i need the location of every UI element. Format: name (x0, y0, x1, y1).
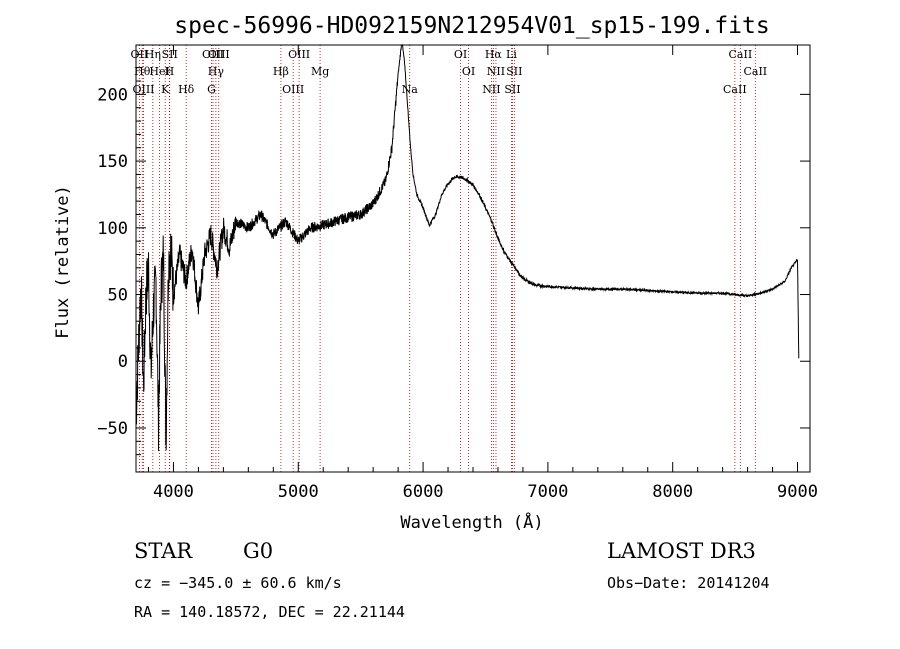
y-tick-label: 0 (118, 352, 128, 372)
line-marker-label: NII (487, 65, 505, 78)
line-marker-label: Hα (485, 48, 503, 61)
line-marker-label: H (165, 65, 175, 78)
y-tick-label: −50 (97, 419, 128, 439)
line-marker-label: Hθ (134, 65, 151, 78)
line-marker-label: CaII (743, 65, 767, 78)
y-tick-label: 100 (97, 219, 128, 239)
plot-frame (135, 44, 811, 473)
line-marker-label: CaII (723, 83, 747, 96)
line-marker-label: OIII (282, 83, 304, 96)
x-tick-label: 7000 (527, 482, 568, 502)
line-marker-label: OI (462, 65, 475, 78)
y-tick-label: 150 (97, 152, 128, 172)
line-marker-label: Li (506, 48, 517, 61)
line-marker-label: Hγ (208, 65, 225, 78)
observation-date: Obs−Date: 20141204 (607, 574, 770, 592)
line-marker-label: NII (482, 83, 500, 96)
redshift-velocity: cz = −345.0 ± 60.6 km/s (134, 574, 342, 592)
x-tick-label: 8000 (652, 482, 693, 502)
line-marker-label: G (207, 83, 216, 96)
line-marker-label: K (161, 83, 170, 96)
y-axis-ticks: −50 0 50 100 150 200 (97, 53, 810, 456)
spectrum-series-line (135, 43, 800, 451)
line-marker-label: Hδ (178, 83, 195, 96)
spectral-line-markers (138, 45, 756, 472)
line-marker-label: OIII (202, 48, 224, 61)
line-marker-label: OIII (132, 83, 154, 96)
x-axis-ticks: 4000 5000 6000 7000 8000 9000 (147, 45, 818, 502)
line-marker-label: CaII (729, 48, 753, 61)
x-tick-label: 4000 (153, 482, 194, 502)
x-axis-label: Wavelength (Å) (400, 511, 543, 533)
x-tick-label: 6000 (403, 482, 444, 502)
line-marker-label: OI (454, 48, 467, 61)
object-class: STAR (134, 539, 193, 563)
x-tick-label: 5000 (278, 482, 319, 502)
line-marker-label: SII (506, 65, 522, 78)
coordinates: RA = 140.18572, DEC = 22.21144 (134, 603, 405, 621)
y-tick-label: 50 (108, 286, 128, 306)
y-axis-label: Flux (relative) (53, 185, 73, 339)
line-marker-label: SII (162, 48, 178, 61)
line-marker-label: Hη (145, 48, 161, 61)
line-marker-label: Mg (311, 65, 329, 78)
y-tick-label: 200 (97, 85, 128, 105)
line-marker-label: HeI (149, 65, 169, 78)
spectral-line-labels: OIIHθOIIIHηHeIKSIIHHδOIIIHγGOIIIHβOIIIOI… (131, 48, 768, 96)
line-marker-label: OIII (208, 48, 230, 61)
survey-name: LAMOST DR3 (607, 539, 756, 563)
line-marker-label: SII (504, 83, 520, 96)
line-marker-label: OIII (288, 48, 310, 61)
object-subclass: G0 (243, 539, 274, 563)
x-tick-label: 9000 (777, 482, 818, 502)
line-marker-label: Na (402, 83, 419, 96)
chart-title: spec-56996-HD092159N212954V01_sp15-199.f… (174, 13, 769, 39)
line-marker-label: Hβ (273, 65, 289, 78)
